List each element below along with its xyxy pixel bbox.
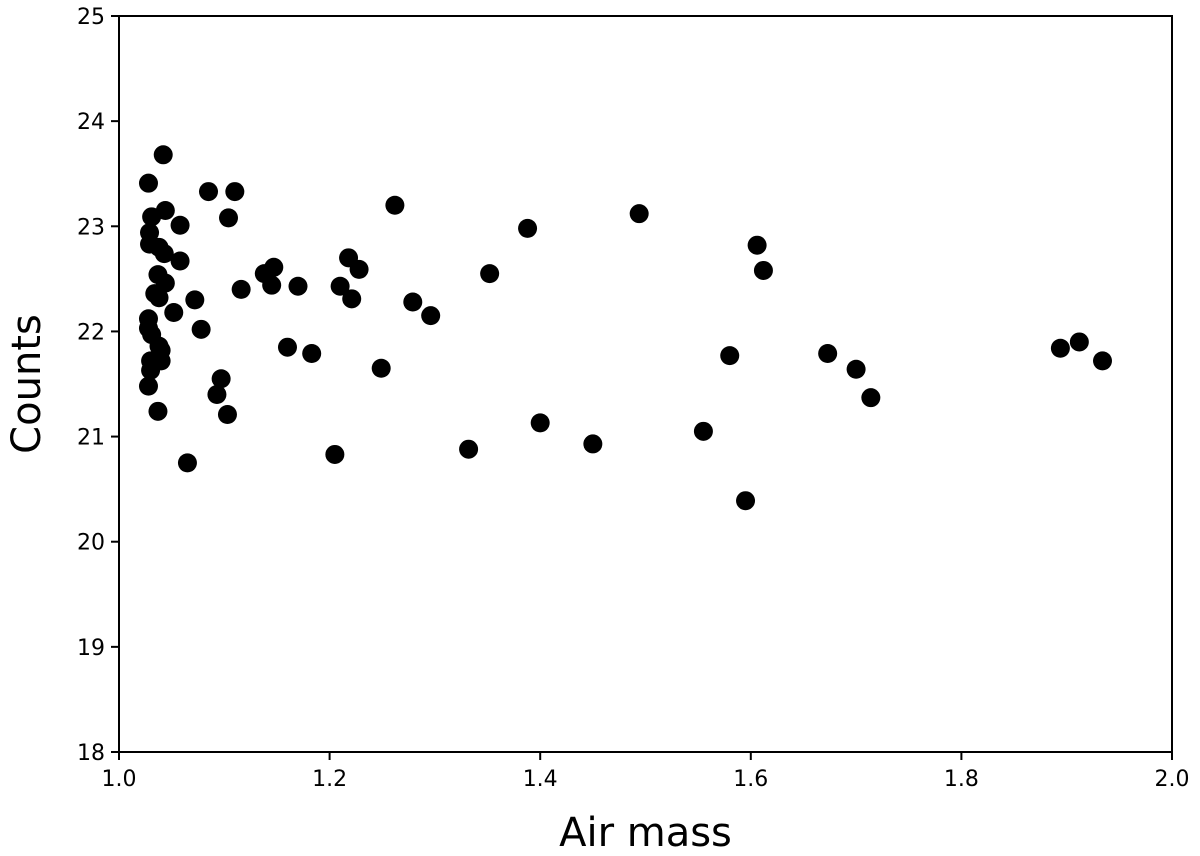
data-point — [403, 292, 423, 312]
data-point — [530, 413, 550, 433]
x-tick-label: 1.4 — [523, 767, 558, 792]
axis-ticks: 1.0 1.2 1.4 1.6 1.8 2.0 18 19 20 21 22 23 24 25 — [77, 5, 1190, 792]
data-point — [342, 289, 362, 309]
data-point — [148, 401, 168, 421]
x-tick-label: 1.8 — [944, 767, 979, 792]
y-tick-label: 18 — [77, 741, 105, 766]
data-point — [518, 218, 538, 238]
data-point — [164, 303, 184, 323]
data-point — [191, 319, 211, 339]
y-tick-label: 23 — [77, 215, 105, 240]
data-point — [325, 444, 345, 464]
data-point — [736, 491, 756, 511]
data-point — [1050, 338, 1070, 358]
data-point — [583, 434, 603, 454]
data-point — [149, 288, 169, 308]
data-point — [480, 264, 500, 284]
data-point — [207, 385, 227, 405]
data-point — [138, 173, 158, 193]
data-point — [155, 201, 175, 221]
data-point — [288, 276, 308, 296]
data-point — [421, 306, 441, 326]
data-point — [720, 346, 740, 366]
data-point — [217, 404, 237, 424]
data-point — [818, 344, 838, 364]
y-tick-label: 24 — [77, 110, 105, 135]
y-tick-label: 20 — [77, 531, 105, 556]
x-tick-label: 1.6 — [733, 767, 768, 792]
data-point — [861, 388, 881, 408]
data-point — [154, 244, 174, 264]
data-point — [371, 358, 391, 378]
scatter-points — [138, 145, 1113, 511]
data-point — [138, 376, 158, 396]
data-point — [693, 421, 713, 441]
y-tick-label: 25 — [77, 5, 105, 30]
data-point — [170, 215, 190, 235]
y-axis-title: Counts — [4, 314, 50, 454]
y-tick-label: 21 — [77, 426, 105, 451]
data-point — [1093, 351, 1113, 371]
data-point — [277, 337, 297, 357]
data-point — [141, 360, 161, 380]
data-point — [459, 439, 479, 459]
data-point — [264, 257, 284, 277]
data-point — [219, 208, 239, 228]
data-point — [629, 204, 649, 224]
data-point — [185, 290, 205, 310]
data-point — [753, 260, 773, 280]
y-tick-label: 22 — [77, 320, 105, 345]
x-tick-label: 1.2 — [312, 767, 347, 792]
data-point — [211, 369, 231, 389]
data-point — [747, 235, 767, 255]
data-point — [302, 344, 322, 364]
data-point — [225, 182, 245, 202]
data-point — [177, 453, 197, 473]
x-tick-label: 2.0 — [1155, 767, 1190, 792]
data-point — [330, 276, 350, 296]
data-point — [231, 279, 251, 299]
plot-frame — [118, 15, 1173, 753]
data-point — [349, 259, 369, 279]
data-point — [846, 359, 866, 379]
y-tick-label: 19 — [77, 636, 105, 661]
data-point — [153, 145, 173, 165]
data-point — [385, 195, 405, 215]
x-tick-label: 1.0 — [102, 767, 137, 792]
data-point — [170, 251, 190, 271]
x-axis-title: Air mass — [559, 810, 732, 856]
data-point — [1069, 332, 1089, 352]
data-point — [262, 275, 282, 295]
data-point — [199, 182, 219, 202]
